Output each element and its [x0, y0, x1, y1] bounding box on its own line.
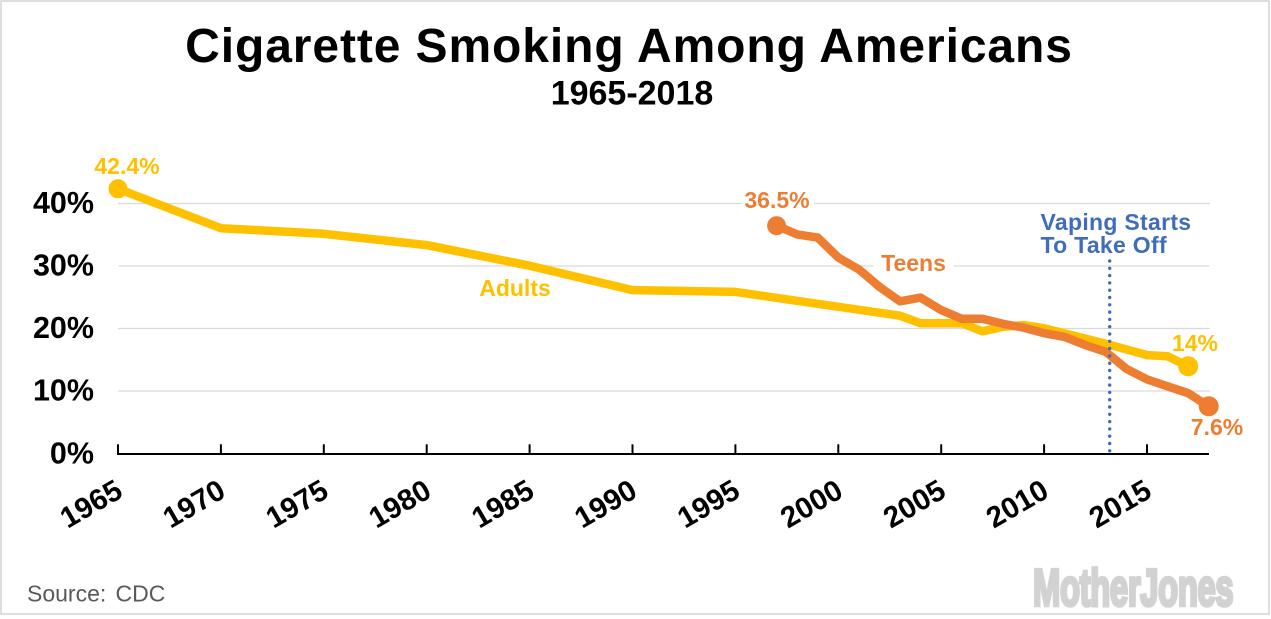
svg-text:Source:: Source:	[27, 581, 106, 607]
svg-text:20%: 20%	[33, 311, 94, 345]
svg-text:MotherJones: MotherJones	[1033, 560, 1233, 617]
svg-text:Vaping Starts: Vaping Starts	[1041, 209, 1192, 235]
svg-text:10%: 10%	[33, 373, 94, 407]
svg-text:Teens: Teens	[881, 250, 946, 276]
svg-text:14%: 14%	[1172, 330, 1218, 356]
svg-text:Cigarette Smoking Among Americ: Cigarette Smoking Among Americans	[185, 20, 1073, 73]
svg-text:30%: 30%	[33, 248, 94, 282]
svg-text:Adults: Adults	[479, 275, 551, 301]
svg-text:36.5%: 36.5%	[744, 187, 809, 213]
svg-text:1965-2018: 1965-2018	[551, 75, 714, 113]
svg-text:7.6%: 7.6%	[1191, 414, 1243, 440]
svg-text:To Take Off: To Take Off	[1041, 232, 1167, 258]
svg-text:40%: 40%	[33, 186, 94, 220]
svg-text:0%: 0%	[50, 436, 94, 470]
svg-text:42.4%: 42.4%	[94, 153, 159, 179]
svg-text:CDC: CDC	[116, 581, 166, 607]
